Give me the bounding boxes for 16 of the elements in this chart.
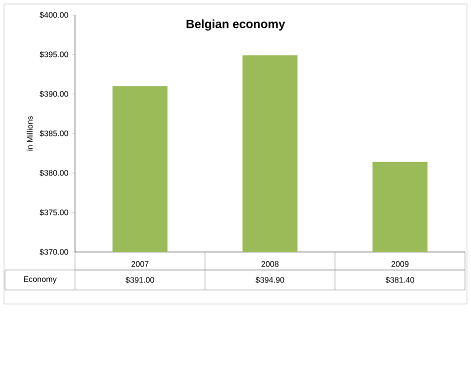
data-label: $381.40 bbox=[386, 276, 414, 284]
y-tick-label: $385.00 bbox=[40, 130, 68, 137]
y-tick-label: $390.00 bbox=[40, 90, 68, 98]
data-label: $391.00 bbox=[126, 276, 154, 284]
x-tick-label: 2007 bbox=[132, 261, 148, 267]
data-label: $394.90 bbox=[256, 276, 284, 284]
y-tick-label: $370.00 bbox=[40, 248, 68, 256]
y-tick-label: $395.00 bbox=[40, 51, 68, 58]
text: Economy bbox=[24, 276, 57, 284]
y-tick-label: $400.00 bbox=[40, 12, 68, 18]
y-axis-title: in Millions bbox=[26, 116, 33, 151]
chart-title: Belgian economy bbox=[186, 19, 286, 31]
y-tick-label: $380.00 bbox=[40, 170, 68, 176]
x-tick-label: 2008 bbox=[262, 261, 279, 267]
x-tick-label: 2009 bbox=[392, 261, 409, 267]
y-tick-label: $375.00 bbox=[40, 209, 68, 216]
